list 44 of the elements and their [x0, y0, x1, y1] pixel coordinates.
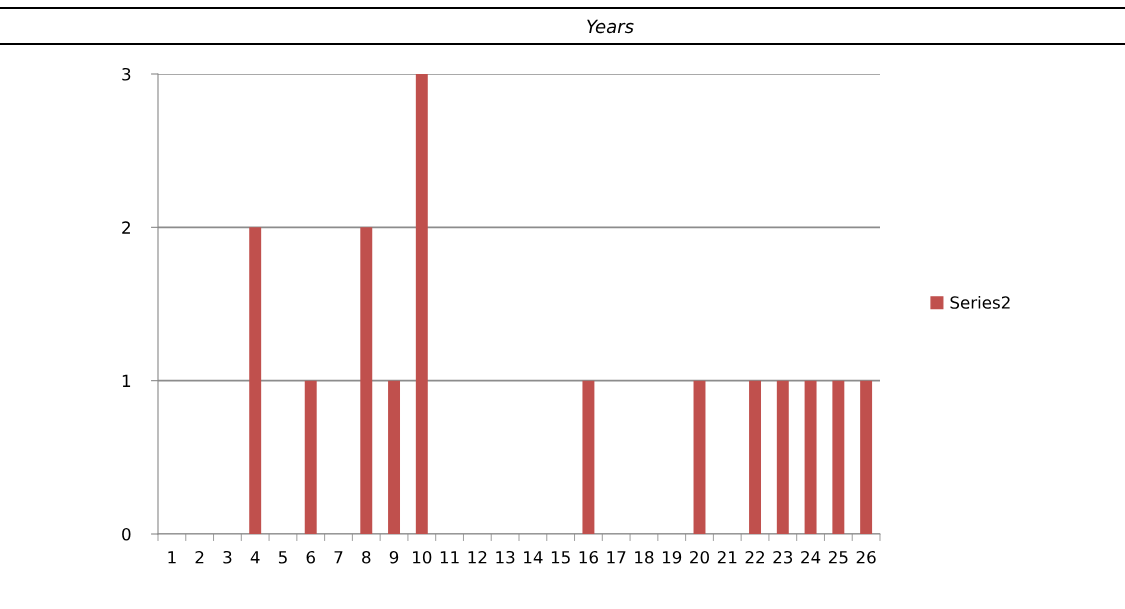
x-tick-label: 25 — [828, 550, 848, 564]
bar — [582, 380, 595, 534]
x-tick-label: 20 — [690, 550, 709, 564]
y-tick-label: 3 — [122, 67, 131, 81]
x-tick-label: 4 — [250, 551, 260, 564]
bar — [415, 74, 428, 534]
y-tick-label: 1 — [122, 374, 131, 387]
x-tick-label: 13 — [496, 550, 515, 564]
x-tick-label: 7 — [334, 551, 343, 564]
x-tick-label: 24 — [801, 550, 821, 564]
x-tick-label: 3 — [223, 550, 232, 564]
x-tick-label: 15 — [551, 551, 570, 564]
bar — [804, 380, 817, 534]
bar — [388, 380, 401, 534]
x-tick-label: 26 — [856, 550, 876, 564]
x-tick-label: 19 — [662, 550, 682, 564]
x-tick-label: 2 — [195, 550, 204, 564]
x-tick-label: 12 — [468, 550, 487, 564]
y-tick-label: 0 — [122, 527, 131, 541]
bar — [693, 380, 706, 534]
x-tick-label: 6 — [306, 550, 315, 564]
x-tick-label: 1 — [168, 551, 176, 564]
bar — [776, 380, 789, 534]
x-tick-label: 18 — [635, 550, 654, 564]
bar — [749, 380, 762, 534]
bar — [832, 380, 845, 534]
x-tick-label: 17 — [607, 551, 626, 564]
x-tick-label: 9 — [389, 550, 399, 564]
bar — [860, 380, 873, 534]
x-tick-label: 22 — [745, 550, 764, 564]
x-tick-label: 5 — [278, 551, 287, 564]
chart-title: Years — [587, 19, 634, 34]
x-tick-label: 23 — [773, 550, 793, 564]
y-tick-label: 2 — [122, 221, 130, 234]
legend-label: Series2 — [950, 295, 1010, 309]
bar — [249, 227, 262, 534]
x-tick-label: 8 — [362, 550, 371, 564]
bar — [304, 380, 317, 534]
bar — [360, 227, 373, 534]
x-tick-label: 16 — [579, 550, 598, 564]
x-tick-label: 11 — [440, 551, 459, 564]
x-tick-label: 14 — [524, 551, 543, 564]
x-tick-label: 21 — [717, 550, 737, 564]
x-tick-label: 10 — [413, 550, 432, 564]
